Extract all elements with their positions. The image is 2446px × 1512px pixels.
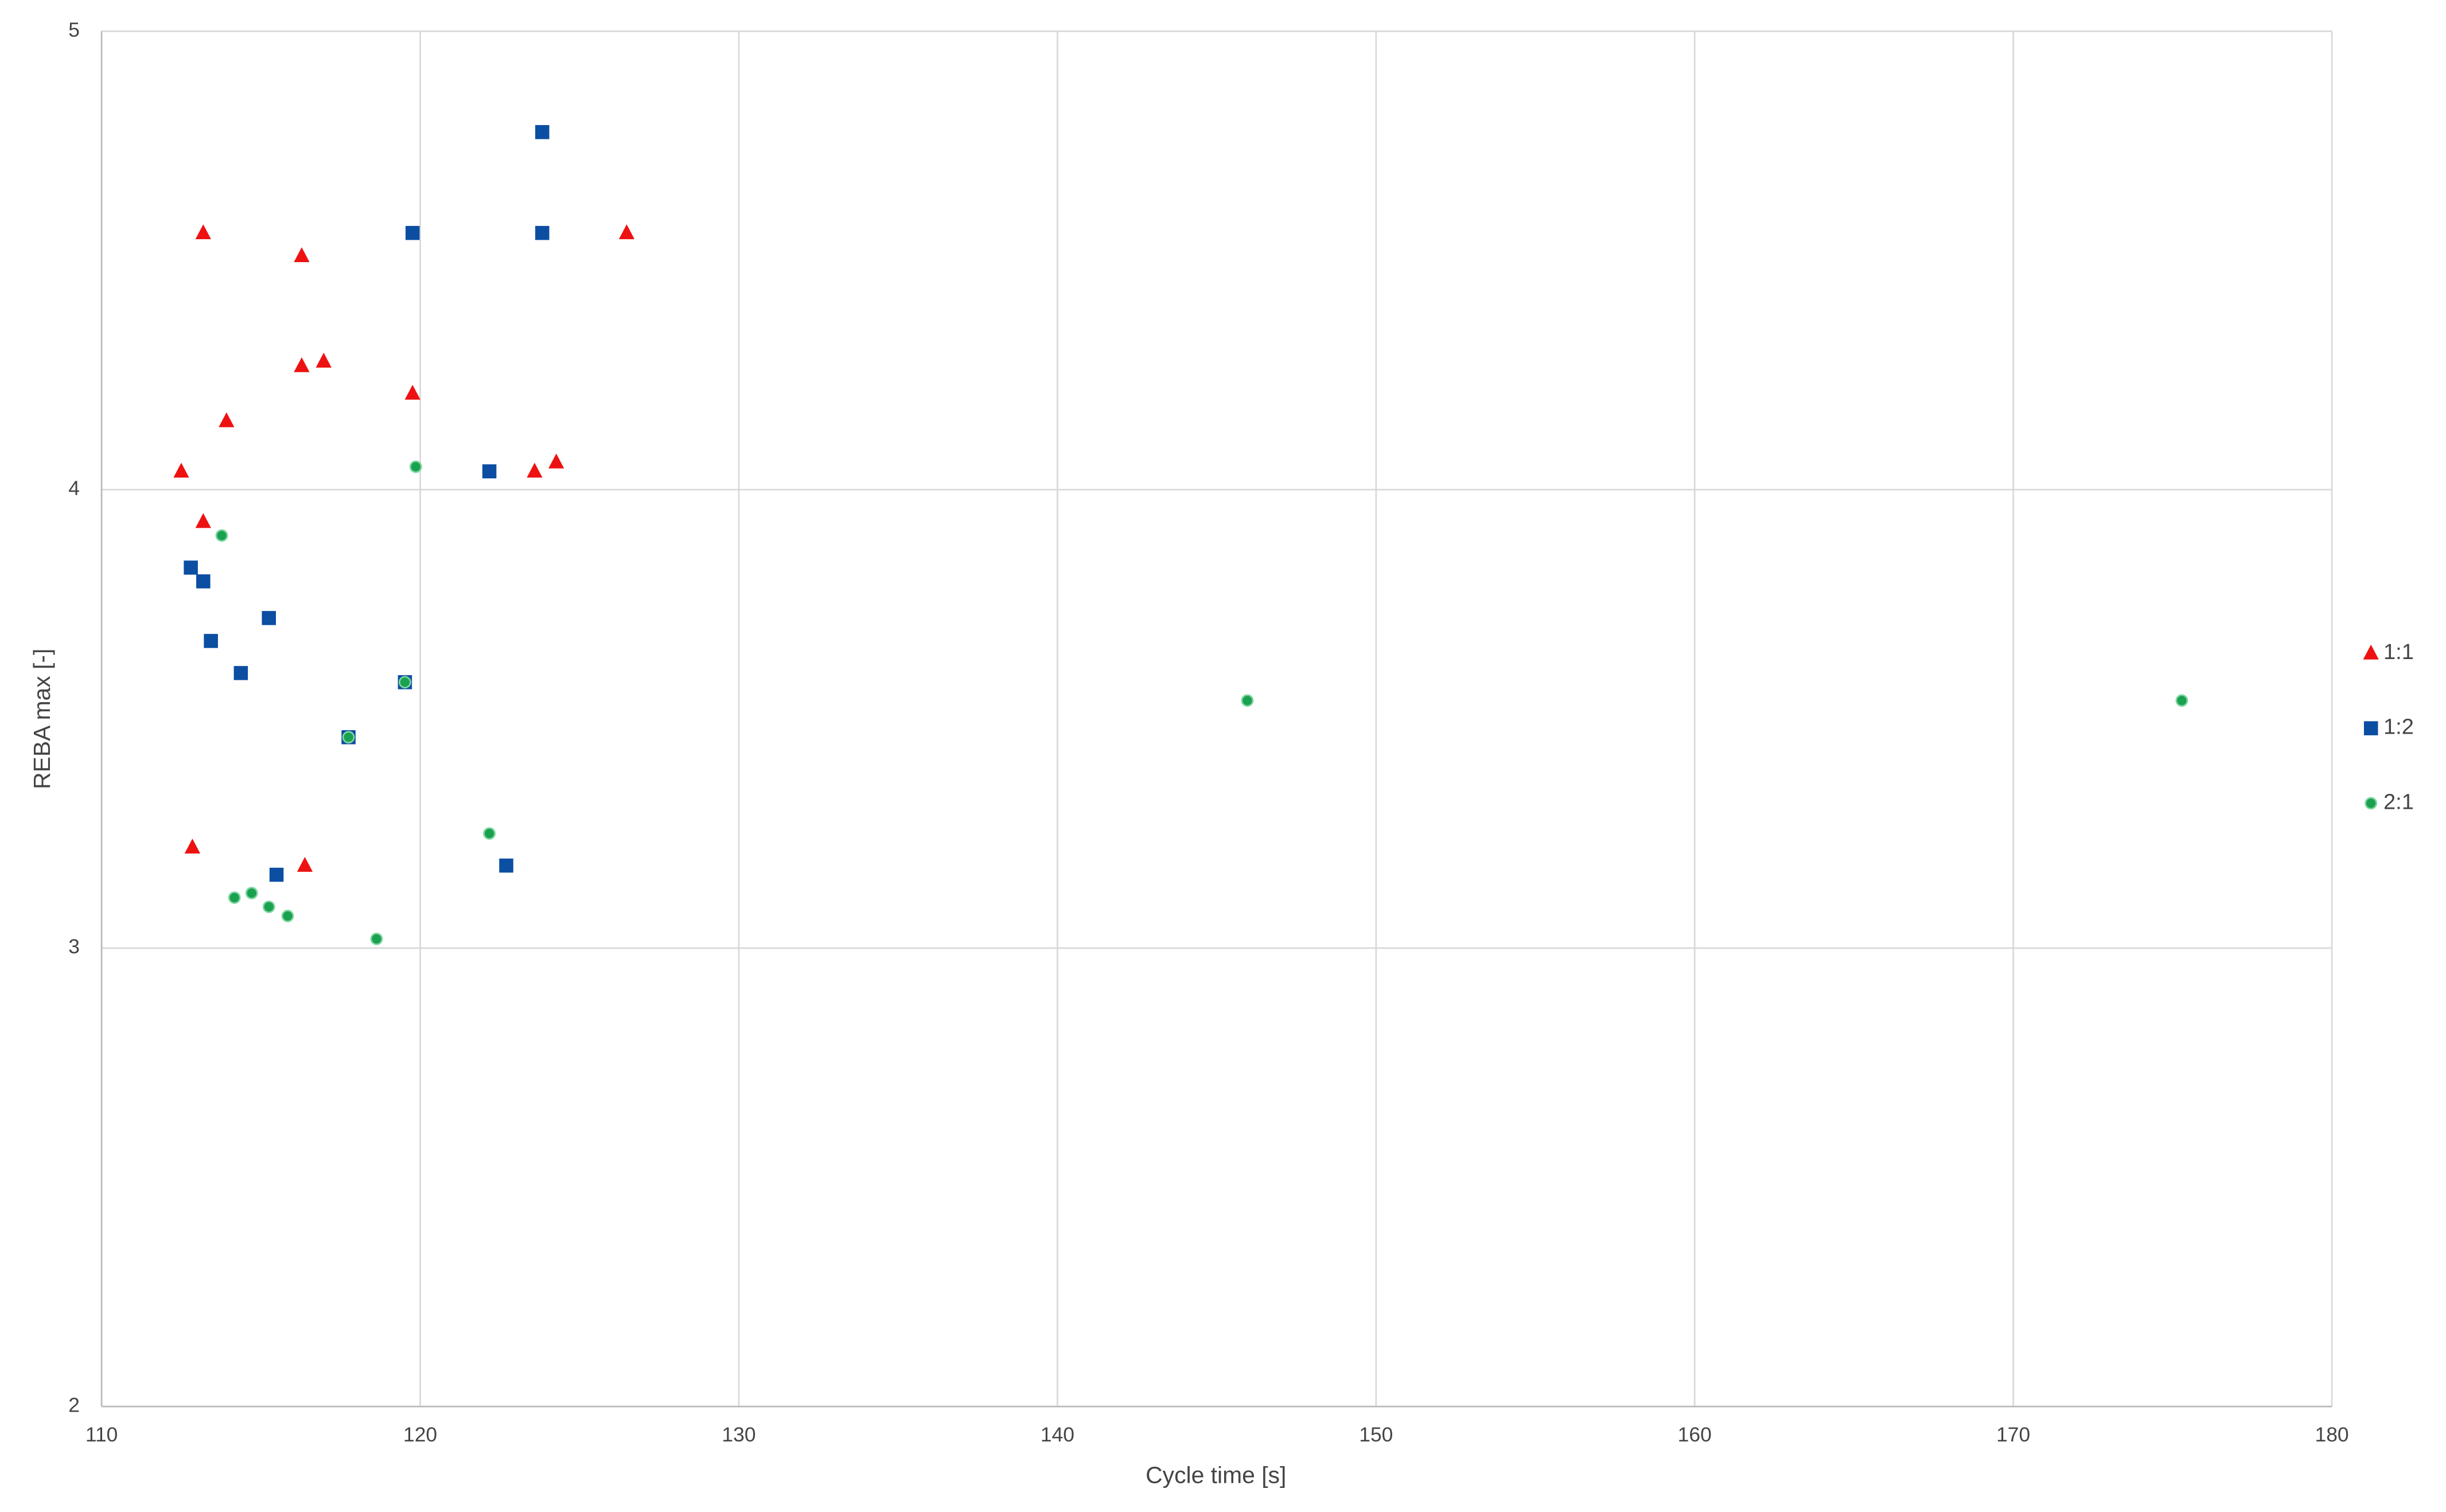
- point: [297, 857, 313, 872]
- y-tick-label: 3: [68, 935, 80, 958]
- point: [316, 352, 332, 368]
- point: [184, 560, 198, 575]
- x-tick-label: 120: [403, 1423, 437, 1446]
- point: [2175, 694, 2188, 707]
- legend-label: 2:1: [2383, 789, 2414, 814]
- point: [228, 891, 241, 904]
- point: [233, 666, 248, 680]
- x-tick-label: 150: [1359, 1423, 1393, 1446]
- legend-marker: [2363, 644, 2379, 660]
- y-tick-label: 5: [68, 18, 80, 41]
- x-axis-label: Cycle time [s]: [1146, 1462, 1286, 1488]
- x-tick-label: 130: [722, 1423, 755, 1446]
- point: [219, 412, 235, 427]
- point: [398, 676, 411, 689]
- point: [1241, 694, 1254, 707]
- point: [409, 460, 422, 473]
- point: [173, 462, 189, 478]
- point: [204, 634, 218, 648]
- point: [618, 224, 635, 240]
- x-tick-label: 160: [1678, 1423, 1712, 1446]
- point: [262, 611, 276, 625]
- point: [527, 462, 543, 478]
- x-tick-label: 180: [2315, 1423, 2349, 1446]
- point: [342, 731, 355, 744]
- point: [195, 513, 211, 528]
- y-axis-label: REBA max [-]: [29, 649, 55, 789]
- point: [215, 529, 228, 542]
- point: [404, 384, 420, 400]
- point: [294, 247, 310, 262]
- x-tick-label: 170: [1996, 1423, 2030, 1446]
- point: [535, 125, 550, 139]
- point: [245, 887, 258, 899]
- point: [269, 867, 284, 882]
- point: [184, 839, 201, 854]
- point: [294, 357, 310, 372]
- point: [483, 827, 496, 840]
- point: [370, 933, 383, 945]
- point: [499, 858, 513, 873]
- point: [405, 225, 420, 240]
- x-tick-label: 110: [85, 1423, 118, 1446]
- point: [535, 225, 550, 240]
- point: [482, 464, 497, 478]
- point: [281, 910, 294, 922]
- y-tick-label: 4: [68, 477, 80, 500]
- legend-marker: [2363, 721, 2378, 735]
- point: [262, 901, 275, 913]
- legend-label: 1:1: [2383, 640, 2414, 664]
- point: [548, 453, 564, 469]
- y-tick-label: 2: [68, 1393, 80, 1416]
- legend-marker: [2365, 797, 2378, 810]
- x-tick-label: 140: [1041, 1423, 1074, 1446]
- point: [196, 574, 211, 589]
- point: [195, 224, 211, 240]
- legend-label: 1:2: [2383, 715, 2414, 739]
